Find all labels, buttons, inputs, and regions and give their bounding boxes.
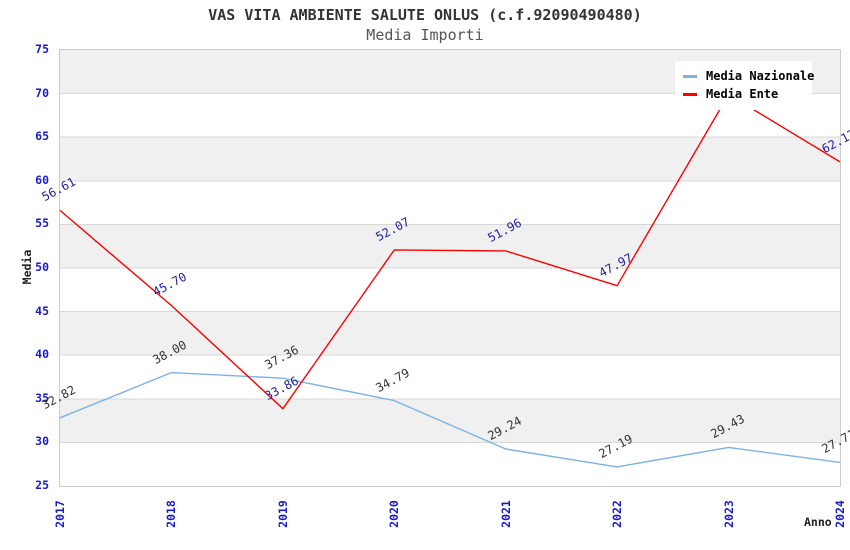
y-tick-label: 50 bbox=[35, 260, 49, 274]
legend-label: Media Nazionale bbox=[706, 69, 815, 83]
legend-line-swatch bbox=[683, 92, 697, 96]
x-tick-label: 2018 bbox=[164, 500, 179, 528]
x-tick-label: 2023 bbox=[721, 500, 736, 528]
y-tick-label: 45 bbox=[35, 303, 49, 318]
x-axis-title: Anno bbox=[804, 515, 832, 529]
x-tick-label: 2019 bbox=[275, 500, 290, 528]
chart-title: VAS VITA AMBIENTE SALUTE ONLUS (c.f.9209… bbox=[208, 6, 642, 24]
x-tick-label: 2022 bbox=[610, 500, 625, 528]
legend-item-media-ente: Media Ente bbox=[683, 86, 804, 102]
legend-item-media-nazionale: Media Nazionale bbox=[683, 68, 814, 84]
y-tick-label: 55 bbox=[35, 216, 49, 231]
y-tick-label: 70 bbox=[35, 85, 49, 100]
legend-line-swatch bbox=[683, 74, 697, 78]
x-tick-label: 2017 bbox=[53, 500, 67, 528]
y-tick-label: 65 bbox=[35, 129, 49, 144]
y-tick-label: 25 bbox=[35, 478, 49, 492]
y-tick-label: 40 bbox=[35, 347, 49, 362]
x-tick-label: 2024 bbox=[833, 500, 847, 528]
legend-label: Media Ente bbox=[706, 87, 779, 101]
y-tick-label: 60 bbox=[35, 172, 49, 187]
chart-subtitle: Media Importi bbox=[366, 26, 484, 44]
y-tick-label: 30 bbox=[35, 434, 49, 449]
legend: Media Nazionale Media Ente bbox=[675, 61, 814, 110]
y-tick-label: 75 bbox=[35, 42, 49, 56]
x-tick-label: 2021 bbox=[498, 500, 513, 528]
x-tick-label: 2020 bbox=[387, 500, 402, 528]
y-tick-label: 35 bbox=[35, 390, 49, 405]
